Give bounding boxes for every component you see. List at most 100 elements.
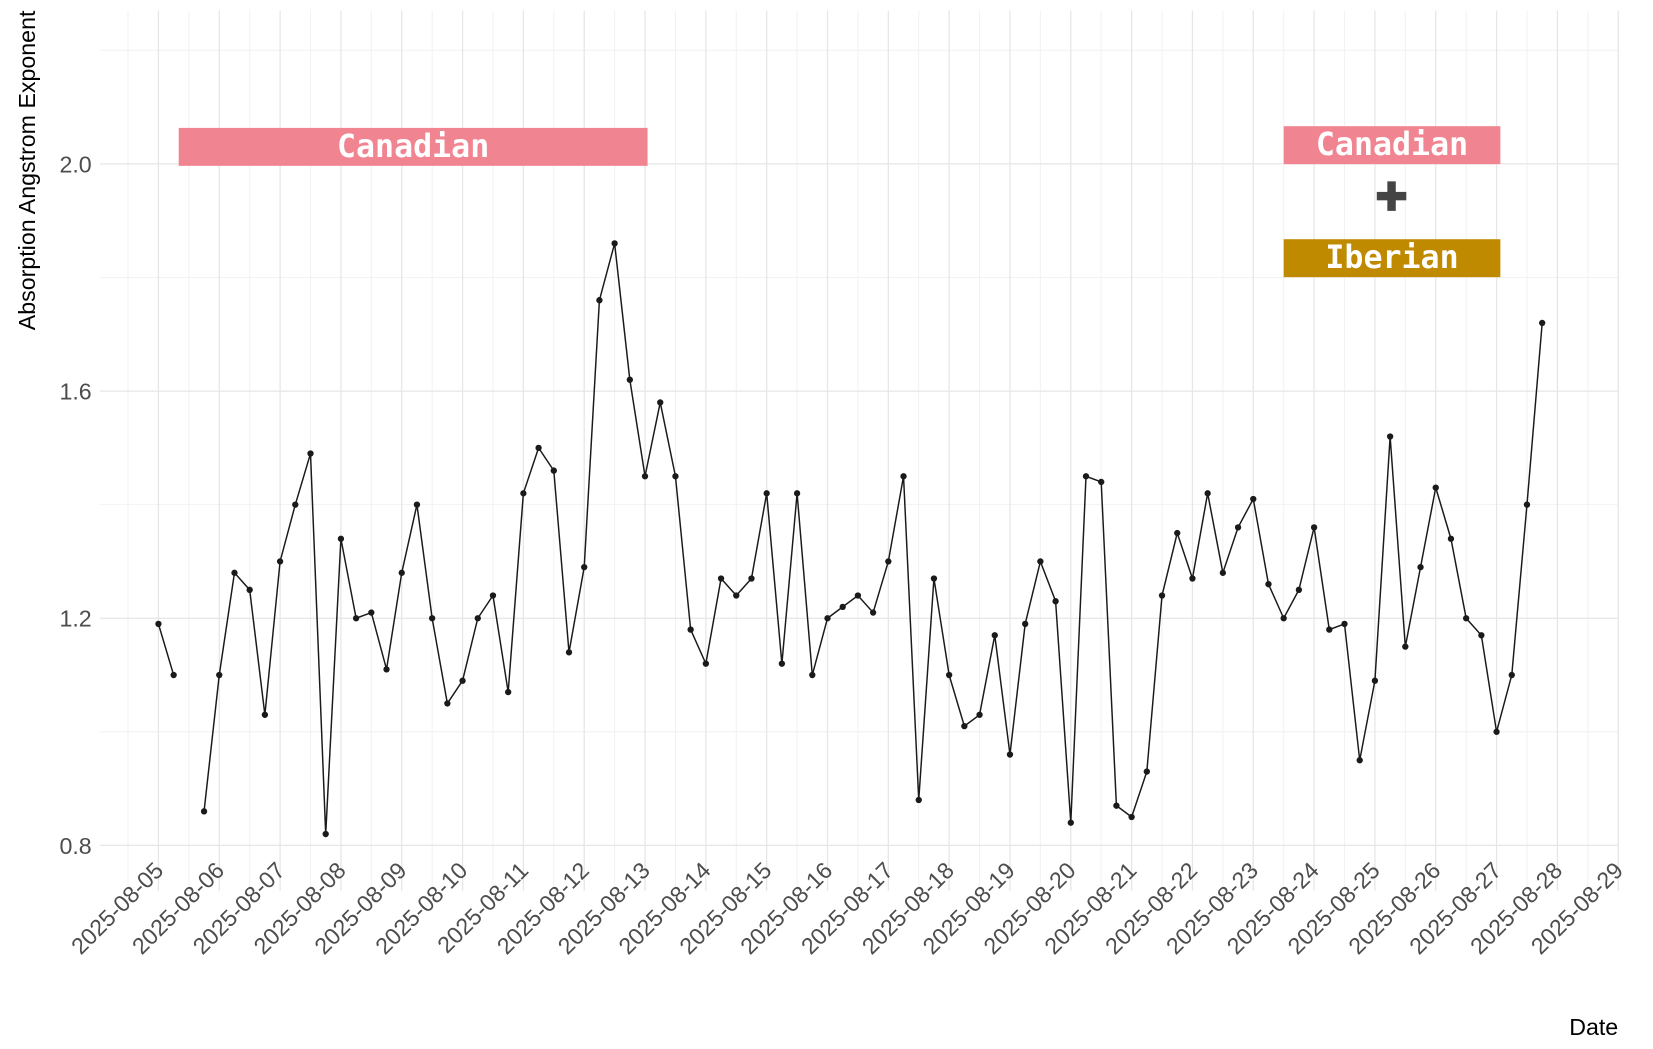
point [657, 399, 664, 406]
point [611, 240, 618, 247]
point [1265, 581, 1272, 588]
point [945, 671, 953, 679]
point [596, 297, 603, 304]
point [428, 615, 436, 622]
point [717, 575, 725, 582]
point [520, 490, 527, 497]
point [1250, 495, 1257, 503]
annotation-label: Canadian [1316, 127, 1468, 163]
marks [155, 240, 1546, 838]
y-tick-label: 0.8 [59, 833, 91, 859]
point [930, 575, 938, 582]
line [157, 243, 1543, 835]
point [733, 592, 740, 599]
point [307, 450, 314, 457]
point [672, 473, 679, 480]
plus-icon [1376, 181, 1407, 211]
point [1447, 535, 1455, 542]
annotation-box [1283, 126, 1501, 165]
point [1128, 813, 1135, 821]
point [292, 501, 299, 508]
point [839, 603, 846, 611]
point [1219, 569, 1227, 576]
y-axis-title: Absorption Angstrom Exponent [14, 10, 40, 330]
point [1310, 524, 1318, 531]
point [1539, 319, 1546, 327]
point [869, 609, 877, 616]
point [581, 563, 588, 571]
point [216, 671, 223, 679]
point [1508, 671, 1515, 679]
point [1417, 563, 1424, 571]
point [1462, 615, 1470, 622]
point [352, 615, 360, 622]
point [1280, 615, 1287, 622]
point [246, 586, 253, 594]
point [885, 558, 892, 565]
point [505, 688, 512, 696]
annotation-box [1283, 239, 1501, 278]
point [1189, 575, 1196, 582]
point [763, 490, 770, 497]
point [155, 620, 162, 628]
point [793, 490, 801, 497]
point [1082, 473, 1090, 480]
point [474, 615, 481, 622]
point [1386, 433, 1394, 440]
annotations: Canadian Canadian Iberian [178, 126, 1501, 278]
y-tick-label: 1.2 [59, 606, 91, 632]
point [961, 722, 968, 730]
point [550, 467, 557, 474]
y-tick-label: 2.0 [59, 151, 91, 177]
point [1052, 598, 1059, 605]
point [1493, 728, 1500, 735]
point [1402, 643, 1409, 650]
point [1234, 524, 1242, 531]
point [641, 473, 649, 480]
point [702, 660, 710, 667]
point [1295, 586, 1303, 594]
point [276, 558, 284, 565]
point [1432, 484, 1439, 491]
point [200, 808, 208, 815]
y-tick-label: 1.6 [59, 379, 91, 405]
annotation-box [178, 127, 648, 166]
point [1204, 490, 1211, 497]
point [170, 671, 177, 679]
point [748, 575, 755, 582]
point [398, 569, 405, 576]
point [231, 569, 238, 576]
annotation-label: Canadian [337, 129, 489, 165]
point [1098, 478, 1105, 486]
point [900, 473, 907, 480]
annotation-label: Iberian [1325, 240, 1458, 276]
point [1174, 529, 1181, 537]
point [459, 677, 466, 684]
point [1326, 626, 1333, 633]
point [1067, 819, 1074, 826]
point [1158, 592, 1166, 599]
point [976, 711, 983, 718]
point [489, 592, 497, 599]
point [565, 649, 573, 656]
x-axis-title: Date [1569, 1014, 1618, 1040]
point [322, 830, 329, 838]
point [1356, 757, 1363, 764]
point [915, 796, 922, 804]
point [413, 501, 421, 508]
point [383, 666, 390, 673]
point [854, 592, 862, 599]
point [337, 535, 345, 542]
point [1022, 620, 1029, 628]
point [261, 711, 269, 718]
point [687, 626, 694, 633]
point [1341, 620, 1348, 628]
point [1006, 751, 1014, 758]
point [535, 444, 542, 452]
point [1037, 558, 1044, 565]
point [1523, 501, 1531, 508]
point [626, 376, 633, 383]
point [809, 671, 816, 679]
point [444, 700, 451, 707]
